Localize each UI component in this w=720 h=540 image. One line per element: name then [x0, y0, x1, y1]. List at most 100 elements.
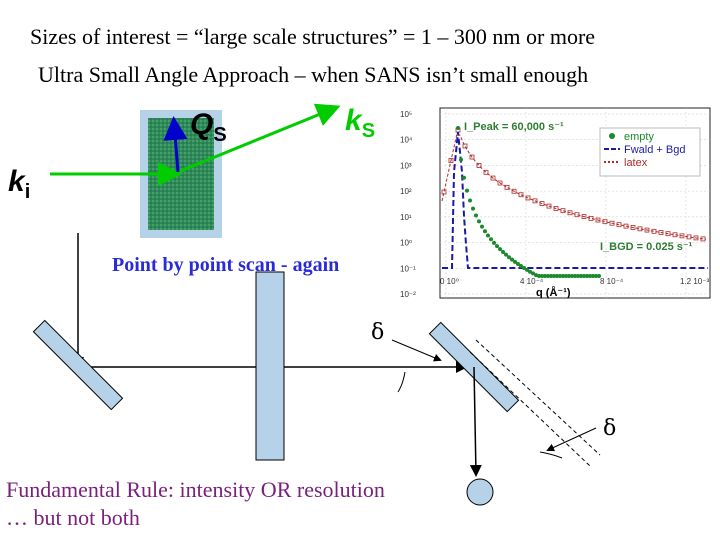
empty-point [579, 274, 583, 278]
latex-point [644, 227, 650, 233]
empty-point [597, 274, 601, 278]
legend-box [599, 127, 701, 177]
legend-entry: latex [624, 157, 648, 169]
qs-vector [163, 116, 188, 173]
legend-entry: Fwald + Bgd [624, 144, 685, 156]
empty-point [477, 219, 481, 224]
empty-point [483, 229, 487, 234]
empty-point [474, 213, 478, 218]
latex-point [602, 219, 608, 225]
header-line-1: Sizes of interest = “large scale structu… [30, 24, 596, 49]
empty-point [519, 264, 523, 269]
reflected-beam [469, 366, 482, 477]
latex-point [693, 235, 699, 241]
delta-label-2: δ [603, 416, 617, 441]
latex-point [546, 203, 552, 209]
empty-point [534, 273, 538, 278]
y-tick-label: 10¹ [400, 213, 412, 222]
scan-label: Point by point scan - again [112, 254, 340, 276]
empty-point [585, 274, 589, 278]
empty-point [570, 274, 574, 278]
detector [466, 478, 494, 506]
latex-point [511, 188, 517, 194]
delta-label-1: δ [371, 320, 385, 345]
empty-point [510, 257, 514, 262]
empty-point [528, 269, 532, 274]
latex-point [469, 154, 475, 160]
legend-marker [609, 133, 615, 139]
empty-point [495, 244, 499, 249]
empty-point [552, 274, 556, 278]
empty-point [468, 198, 472, 203]
empty-point [471, 206, 475, 211]
latex-point [630, 225, 636, 230]
latex-point [448, 158, 454, 163]
series-latex [441, 132, 707, 240]
latex-point [497, 180, 503, 186]
latex-point [679, 233, 685, 239]
latex-point [490, 175, 496, 181]
empty-point [573, 274, 577, 278]
latex-point [700, 236, 706, 242]
empty-point [594, 274, 598, 278]
latex-point [651, 228, 657, 234]
empty-point [549, 274, 553, 278]
empty-point [489, 237, 493, 242]
delta-arrow-2 [546, 427, 597, 452]
y-tick-label: 10² [400, 187, 412, 196]
y-tick-label: 10⁵ [400, 110, 412, 119]
latex-point [567, 210, 573, 216]
empty-point [459, 157, 463, 162]
latex-point [476, 163, 482, 168]
rule-line-1: Fundamental Rule: intensity OR resolutio… [6, 477, 385, 502]
qs-label: QS [190, 108, 227, 146]
ks-label: kS [345, 104, 376, 142]
latex-point [532, 198, 538, 204]
empty-point [546, 274, 550, 278]
ki-label: ki [8, 165, 31, 203]
empty-point [564, 274, 568, 278]
latex-point [504, 184, 510, 190]
empty-point [507, 255, 511, 260]
y-tick-label: 10³ [400, 161, 412, 170]
empty-point [462, 175, 466, 180]
empty-point [591, 274, 595, 278]
empty-point [504, 252, 508, 257]
latex-point [560, 208, 566, 214]
latex-point [665, 231, 671, 237]
tilted-ray-2 [469, 351, 591, 467]
empty-point [516, 262, 520, 267]
empty-point [525, 267, 529, 272]
empty-point [588, 274, 592, 278]
rule-line-2: … but not both [6, 505, 140, 530]
empty-point [558, 274, 562, 278]
empty-point [465, 188, 469, 193]
delta-arrow-1 [391, 339, 442, 362]
empty-point [513, 259, 517, 264]
annotation-peak: I_Peak = 60,000 s⁻¹ [464, 121, 564, 133]
empty-point [501, 250, 505, 255]
fundamental-rule: Fundamental Rule: intensity OR resolutio… [6, 476, 385, 532]
empty-point [543, 274, 547, 278]
latex-point [623, 223, 629, 229]
latex-point [483, 169, 489, 175]
latex-point [595, 217, 601, 223]
latex-point [686, 234, 692, 240]
latex-point [539, 201, 545, 206]
y-tick-label: 10⁰ [400, 239, 412, 248]
empty-point [492, 240, 496, 245]
latex-point [553, 206, 559, 211]
latex-point [462, 143, 468, 149]
monochromator-crystal [32, 319, 124, 411]
empty-point [498, 247, 502, 252]
empty-point [576, 274, 580, 278]
empty-point [456, 126, 460, 130]
latex-point [658, 230, 664, 235]
empty-point [522, 266, 526, 271]
chart: 10⁵ 10⁴ 10³ 10² 10¹ 10⁰ 10⁻¹ 10⁻² 0 10⁰ 4 10⁻⁴ 8 … [400, 107, 711, 299]
empty-point [486, 233, 490, 238]
empty-point [561, 274, 565, 278]
empty-point [537, 274, 541, 278]
latex-point [518, 192, 524, 198]
empty-point [480, 224, 484, 229]
